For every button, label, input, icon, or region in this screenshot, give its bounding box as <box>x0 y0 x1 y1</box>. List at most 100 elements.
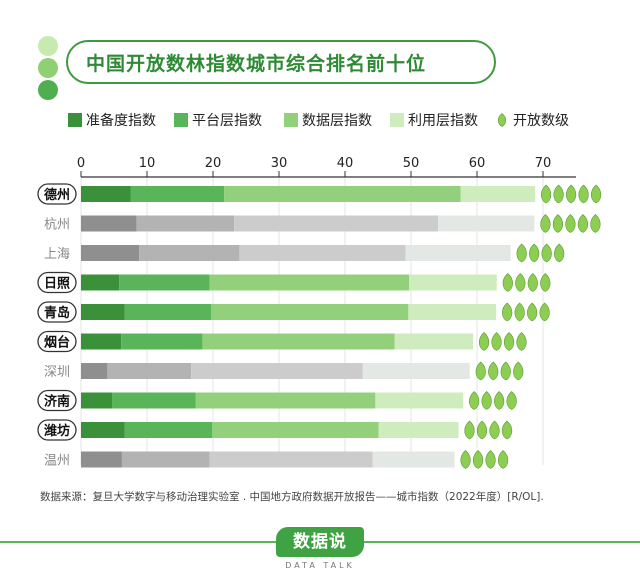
category-label-pill <box>37 419 77 441</box>
x-tick-label: 50 <box>403 156 420 171</box>
x-tick-label: 30 <box>271 156 288 171</box>
leaf-icon <box>577 214 589 233</box>
legend-label: 数据层指数 <box>302 113 372 129</box>
leaf-icon <box>500 361 511 381</box>
bar-segment <box>362 363 470 379</box>
category-label-pill <box>37 389 77 412</box>
bar-segment <box>124 422 213 438</box>
legend-swatch <box>390 113 404 127</box>
leaf-icon <box>494 391 505 410</box>
bar-segment <box>81 333 122 350</box>
bar-segment <box>121 333 203 350</box>
bar-segment <box>212 422 379 438</box>
bar-segment <box>209 451 373 468</box>
x-tick-label: 10 <box>139 156 156 171</box>
bar-segment <box>81 422 125 438</box>
legend-label: 利用层指数 <box>408 113 478 129</box>
category-label: 温州 <box>44 454 70 469</box>
category-label: 烟台 <box>44 335 70 351</box>
leaf-icon <box>527 273 538 292</box>
category-label-pill <box>37 301 77 323</box>
bar-segment <box>139 245 240 261</box>
bar-segment <box>234 215 439 232</box>
bar-segment <box>121 451 210 468</box>
bar-segment <box>136 215 235 232</box>
leaf-icon <box>472 450 484 469</box>
leaf-icon <box>540 214 551 233</box>
leaf-icon <box>506 391 517 410</box>
category-label: 深圳 <box>44 365 70 380</box>
bar-segment <box>81 245 140 261</box>
leaf-icon <box>464 420 475 440</box>
leaf-icon <box>553 184 564 204</box>
leaf-icon <box>590 184 602 204</box>
leaf-icon <box>539 302 550 322</box>
title-box: 中国开放数林指数城市综合排名前十位 <box>66 40 496 84</box>
bar-segment <box>124 304 212 320</box>
leaf-icon <box>565 184 577 204</box>
category-label: 德州 <box>44 187 70 203</box>
leaf-icon <box>469 391 480 410</box>
category-label: 杭州 <box>44 218 70 233</box>
leaf-icon <box>489 420 500 440</box>
bar-segment <box>81 304 125 320</box>
leaf-icon <box>460 450 471 469</box>
bar-segment <box>378 422 459 438</box>
bar-segment <box>81 274 120 291</box>
category-label-pill <box>37 330 77 353</box>
legend-label: 开放数级 <box>513 113 569 129</box>
leaf-icon <box>485 450 496 469</box>
leaf-icon <box>554 243 565 263</box>
bar-segment <box>202 333 395 350</box>
bar-segment <box>107 363 192 379</box>
bar-segment <box>119 274 210 291</box>
legend-label: 准备度指数 <box>86 112 156 129</box>
x-tick-label: 70 <box>535 156 552 171</box>
legend-swatch <box>284 113 298 127</box>
category-label: 上海 <box>44 247 70 262</box>
leaf-icon <box>527 302 538 322</box>
bar-segment <box>81 186 131 202</box>
leaf-icon <box>540 184 552 204</box>
leaf-icon <box>481 391 492 410</box>
category-label: 青岛 <box>44 305 70 321</box>
x-tick-label: 40 <box>337 156 354 171</box>
bar-segment <box>460 186 536 202</box>
leaf-icon <box>590 214 601 233</box>
category-label: 济南 <box>44 394 70 410</box>
title-dot-light <box>38 36 58 56</box>
legend-label: 平台层指数 <box>192 113 262 129</box>
leaf-icon <box>514 302 525 322</box>
bar-segment <box>438 215 535 232</box>
title-decoration <box>38 36 60 102</box>
leaf-icon <box>541 243 552 263</box>
legend-swatch <box>68 113 82 127</box>
leaf-icon <box>578 184 589 204</box>
leaf-icon <box>488 361 499 381</box>
leaf-icon <box>491 332 502 351</box>
category-label: 日照 <box>44 277 70 292</box>
category-label-pill <box>37 271 77 294</box>
leaf-icon <box>502 302 513 322</box>
bar-segment <box>211 304 409 320</box>
bar-segment <box>81 363 108 379</box>
leaf-icon <box>502 273 513 292</box>
x-tick-label: 20 <box>205 156 222 171</box>
brand-logo: 数据说 <box>276 527 364 557</box>
bar-segment <box>191 363 363 379</box>
bar-segment <box>81 215 137 232</box>
leaf-icon <box>497 450 509 469</box>
bar-segment <box>239 245 406 261</box>
leaf-icon <box>475 361 486 381</box>
bar-segment <box>130 186 225 202</box>
leaf-icon <box>501 420 513 440</box>
bar-segment <box>195 392 376 409</box>
leaf-icon <box>516 332 527 351</box>
leaf-icon <box>516 243 527 263</box>
bar-segment <box>209 274 410 291</box>
bar-segment <box>81 392 113 409</box>
x-tick-label: 0 <box>77 156 85 171</box>
brand-logo-subtitle: DATA TALK <box>285 561 355 570</box>
leaf-icon <box>513 361 524 381</box>
bar-segment <box>409 274 497 291</box>
